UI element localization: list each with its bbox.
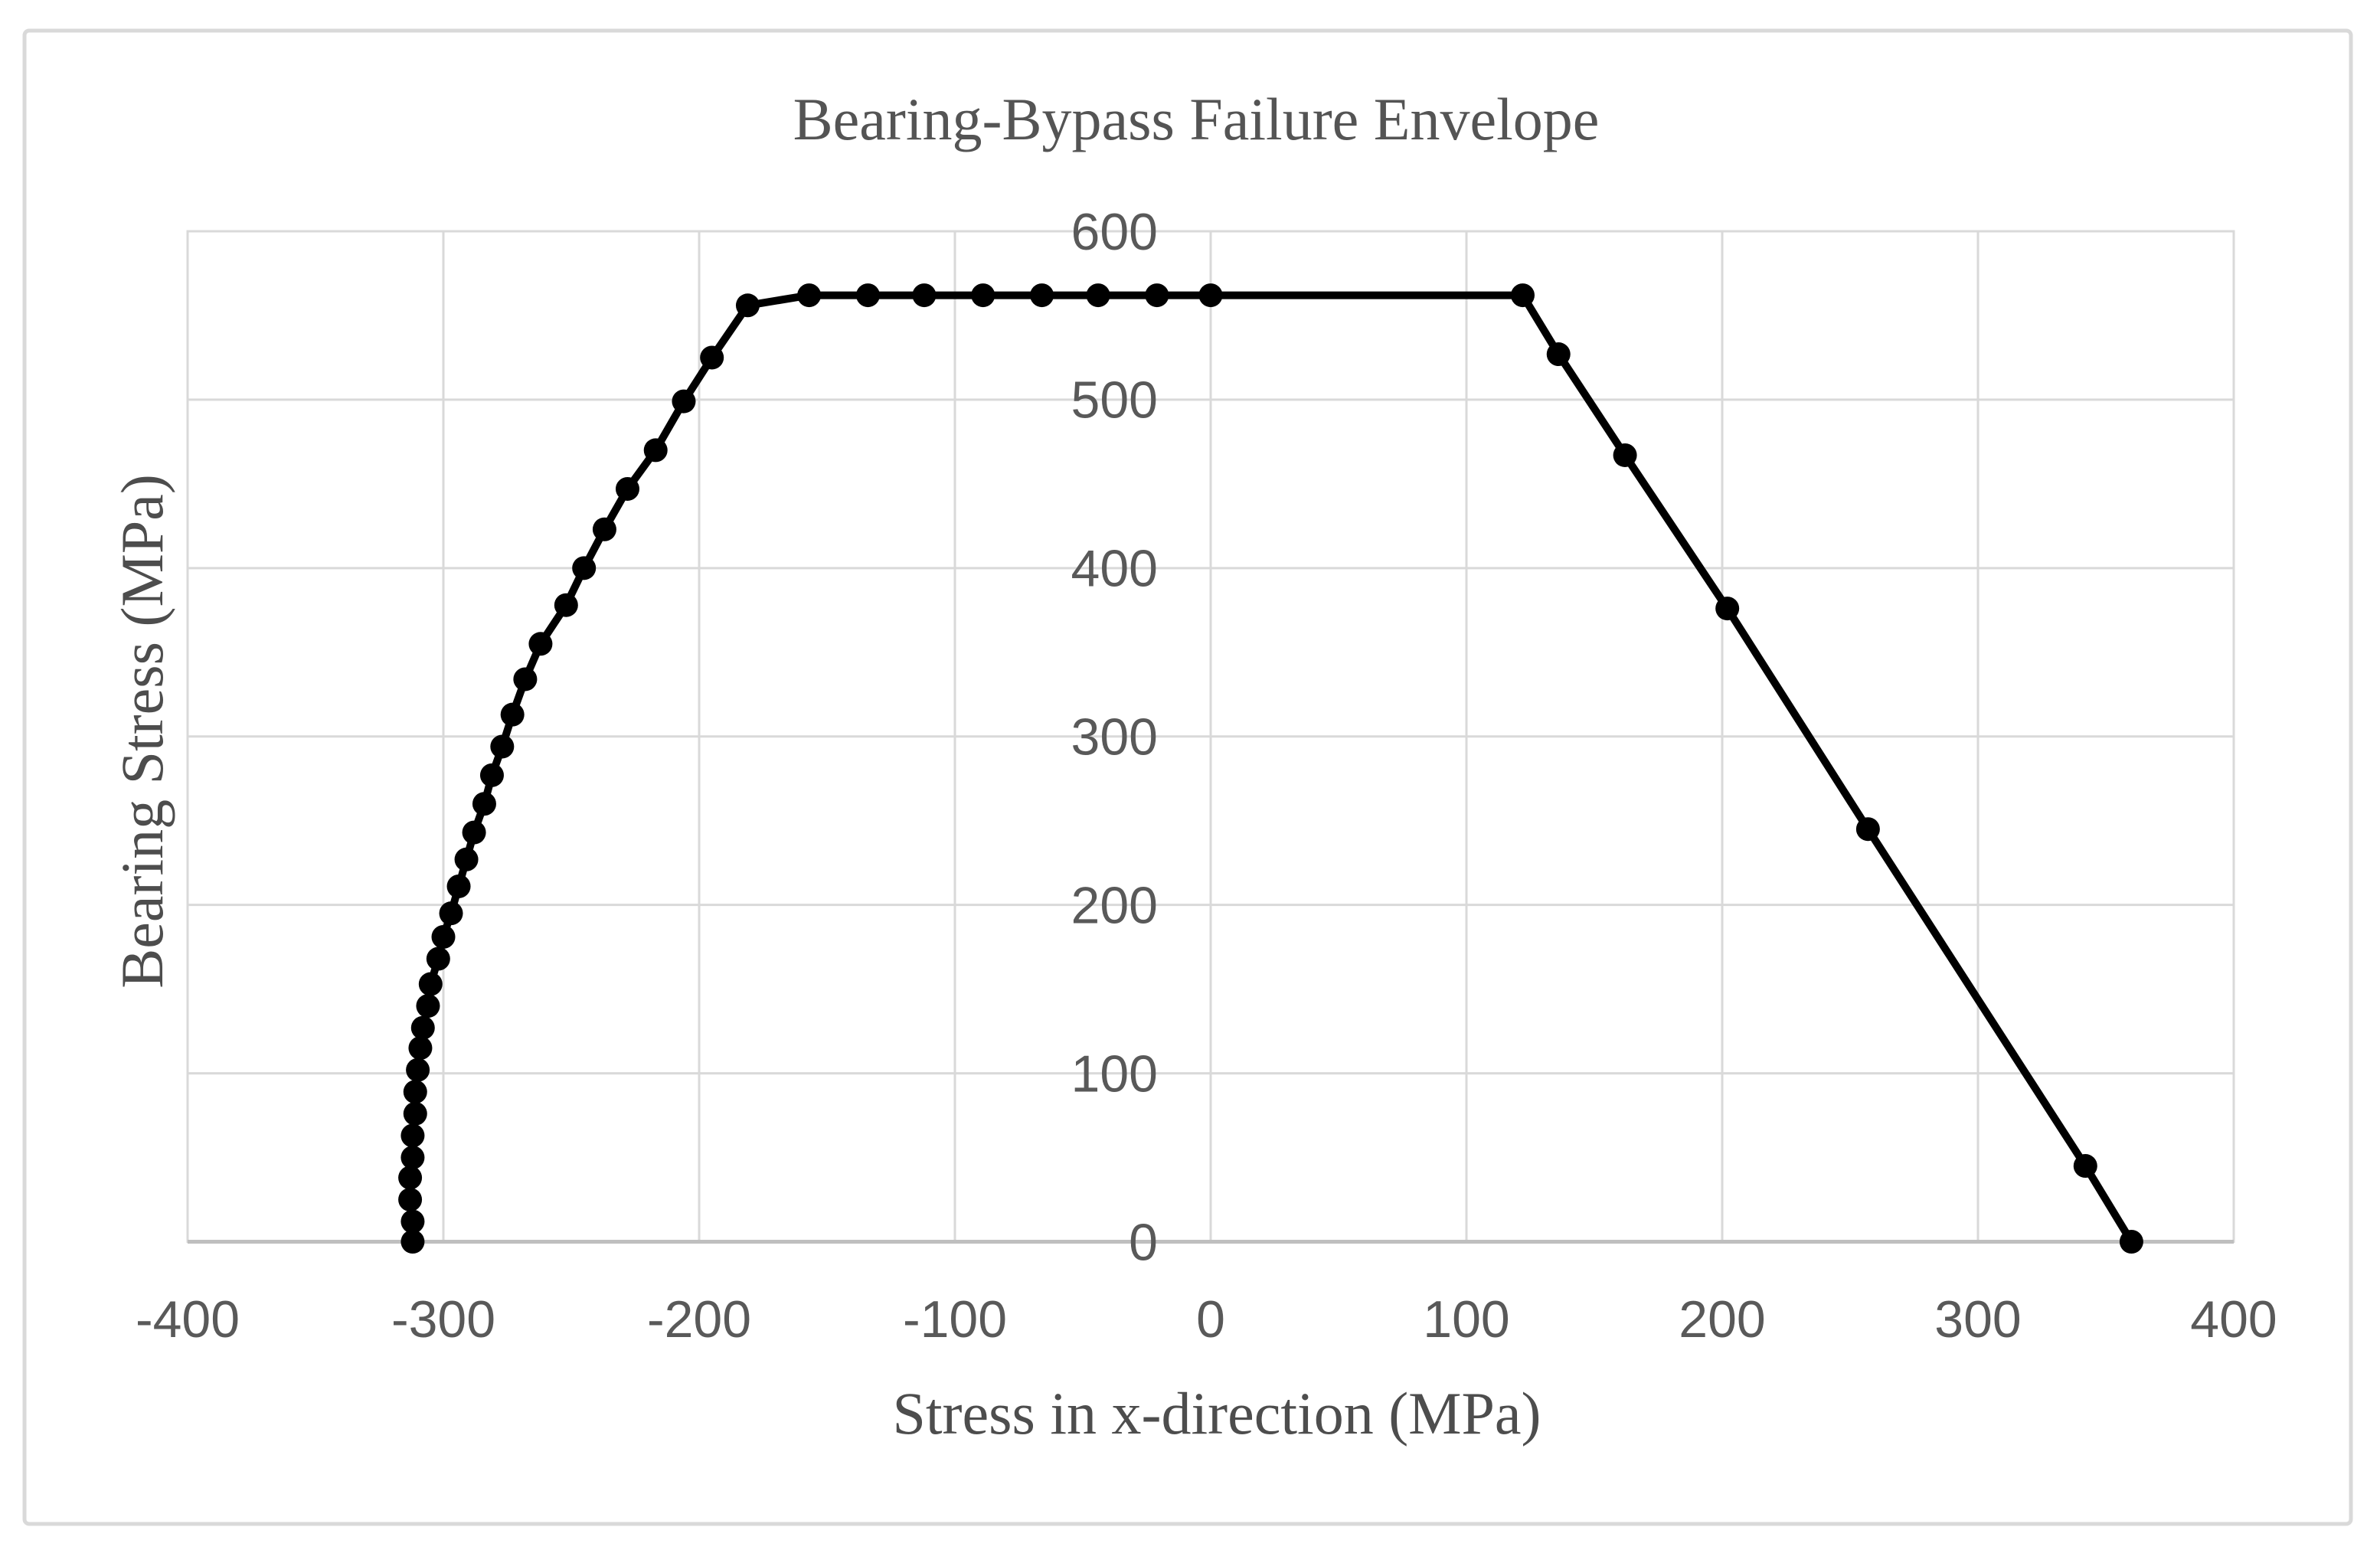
data-point [398, 1188, 423, 1212]
y-tick-label-100: 100 [1071, 1045, 1158, 1103]
data-point [700, 345, 724, 370]
x-tick-label-100: 100 [1423, 1290, 1509, 1349]
data-point [1145, 283, 1169, 308]
x-tick-label--400: -400 [136, 1290, 240, 1349]
data-point [500, 702, 525, 727]
data-point [1855, 817, 1880, 842]
data-point [410, 1015, 435, 1040]
data-point [454, 847, 479, 871]
x-tick-label-400: 400 [2190, 1290, 2277, 1349]
data-point [403, 1080, 427, 1104]
data-point [462, 820, 486, 845]
data-point [416, 994, 440, 1018]
y-tick-label-600: 600 [1071, 203, 1158, 261]
y-tick-label-0: 0 [1129, 1213, 1158, 1271]
data-point [912, 283, 937, 308]
data-point [426, 947, 450, 971]
data-point [406, 1058, 430, 1082]
y-tick-label-200: 200 [1071, 876, 1158, 934]
data-point [1030, 283, 1054, 308]
y-tick-labels: 0 100 200 300 400 500 600 [1071, 203, 1158, 1272]
x-tick-labels: -400 -300 -200 -100 0 100 200 300 400 [136, 1290, 2277, 1349]
data-point [528, 632, 553, 656]
data-point [1613, 443, 1637, 467]
data-point [403, 1101, 427, 1126]
chart-title: Bearing-Bypass Failure Envelope [793, 86, 1600, 152]
x-axis-title: Stress in x-direction (MPa) [892, 1380, 1541, 1447]
x-tick-label-200: 200 [1679, 1290, 1765, 1349]
data-point [490, 734, 515, 759]
data-series [398, 283, 2143, 1254]
data-point [398, 1166, 423, 1190]
data-point [1510, 283, 1535, 308]
data-point [1198, 283, 1223, 308]
x-tick-label--200: -200 [647, 1290, 751, 1349]
data-point [472, 792, 496, 816]
data-point [572, 556, 597, 580]
y-tick-label-300: 300 [1071, 708, 1158, 767]
figure-border [22, 28, 2353, 1526]
data-point [2073, 1154, 2097, 1179]
data-point [797, 283, 822, 308]
data-point [2119, 1230, 2143, 1254]
data-point [1086, 283, 1110, 308]
y-tick-label-400: 400 [1071, 540, 1158, 598]
x-tick-label--300: -300 [391, 1290, 495, 1349]
data-point [1546, 342, 1571, 367]
data-point [418, 972, 443, 996]
x-tick-label-300: 300 [1934, 1290, 2021, 1349]
data-point [513, 667, 538, 691]
data-point [439, 901, 463, 926]
data-point [479, 763, 504, 787]
data-point [971, 283, 995, 308]
data-point [672, 389, 696, 414]
data-point [554, 593, 578, 617]
data-point [735, 293, 760, 318]
data-point [592, 517, 616, 541]
y-axis-title: Bearing Stress (MPa) [109, 474, 175, 989]
data-point [615, 476, 639, 501]
data-point [400, 1123, 425, 1148]
data-point [400, 1209, 425, 1234]
x-tick-label--100: -100 [903, 1290, 1007, 1349]
y-tick-label-500: 500 [1071, 371, 1158, 430]
x-tick-label-0: 0 [1196, 1290, 1225, 1349]
data-point [400, 1230, 425, 1254]
data-point [400, 1146, 425, 1170]
data-point [431, 924, 456, 949]
data-point [855, 283, 880, 308]
data-point [1715, 597, 1740, 621]
data-point [408, 1036, 433, 1061]
data-point [446, 874, 471, 898]
data-point [643, 438, 668, 463]
